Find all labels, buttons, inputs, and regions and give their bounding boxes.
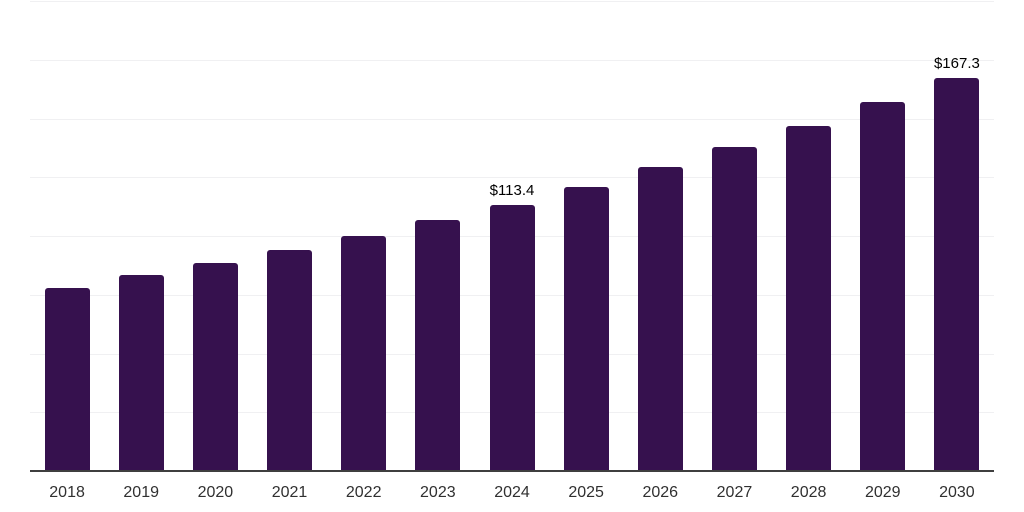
bar-2023	[415, 220, 461, 471]
x-tick-label: 2019	[123, 484, 159, 501]
bar-2020	[192, 262, 238, 471]
bar-2026	[637, 166, 683, 471]
x-tick-label: 2022	[345, 484, 382, 501]
x-tick-label: 2029	[864, 484, 901, 501]
x-tick-label: 2018	[49, 484, 85, 501]
x-tick-label: 2026	[642, 484, 679, 501]
x-tick-label: 2024	[494, 484, 530, 501]
x-tick-label: 2021	[271, 484, 308, 501]
bar-value-label: $113.4	[489, 181, 535, 199]
gridline	[30, 1, 994, 2]
x-tick-label: 2025	[568, 484, 604, 501]
bar-2028	[786, 126, 832, 471]
bar-2018	[44, 287, 90, 471]
x-axis-line	[30, 470, 994, 472]
gridline	[30, 59, 994, 61]
x-tick-label: 2030	[939, 484, 975, 501]
gridline	[30, 118, 994, 120]
x-tick-label: 2020	[197, 484, 234, 501]
bar-2021	[267, 249, 313, 471]
x-tick-label: 2023	[420, 484, 456, 501]
x-tick-label: 2027	[716, 484, 753, 501]
bar-2024	[489, 204, 535, 471]
bar-2030	[934, 77, 980, 471]
bar-2025	[563, 186, 609, 471]
bar-2019	[118, 275, 164, 471]
bar-2027	[711, 147, 757, 471]
bar-2022	[341, 235, 387, 471]
bar-2029	[860, 102, 906, 471]
x-tick-label: 2028	[790, 484, 827, 501]
gridline	[30, 177, 994, 179]
bar-value-label: $167.3	[933, 54, 980, 72]
